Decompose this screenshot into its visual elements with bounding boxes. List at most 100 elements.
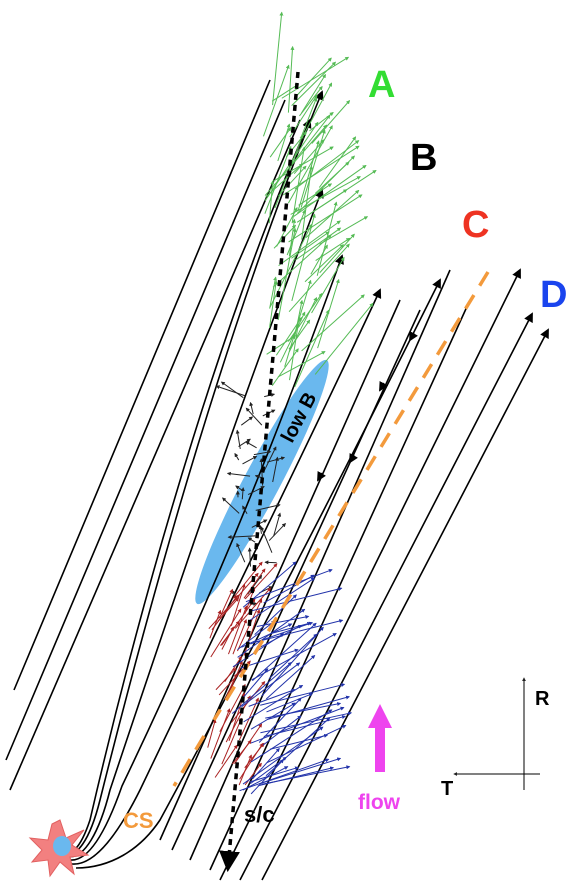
- field-vector: [269, 223, 313, 308]
- field-line: [239, 312, 533, 881]
- field-vector: [214, 744, 238, 778]
- field-vector: [264, 145, 292, 214]
- field-vector: [272, 11, 284, 106]
- field-vector: [245, 441, 257, 449]
- field-vector: [289, 322, 300, 381]
- field-vector: [276, 206, 298, 247]
- spacecraft-trajectory: [219, 71, 300, 873]
- field-vector: [291, 231, 330, 259]
- flow-label: flow: [358, 791, 401, 814]
- field-vector: [279, 311, 306, 363]
- field-vector: [278, 220, 341, 267]
- field-vector: [301, 97, 318, 137]
- field-vector: [266, 724, 347, 764]
- field-vector: [267, 695, 350, 721]
- field-vector: [270, 621, 312, 635]
- field-vector: [240, 487, 245, 500]
- field-vector: [261, 626, 324, 697]
- field-vector: [269, 127, 292, 158]
- region-label-b: B: [410, 137, 437, 179]
- field-vector: [260, 683, 346, 706]
- field-vector: [221, 717, 243, 765]
- field-vector: [253, 450, 272, 456]
- field-lines: [5, 79, 549, 881]
- field-vector: [278, 165, 307, 197]
- field-vector: [272, 234, 332, 288]
- field-vector: [215, 667, 237, 691]
- field-vector: [266, 692, 314, 713]
- field-vector: [288, 218, 297, 257]
- field-vector: [281, 56, 350, 99]
- field-vector: [301, 82, 333, 138]
- field-vector: [277, 351, 326, 378]
- field-vector: [234, 452, 240, 461]
- field-vector: [210, 708, 231, 759]
- field-vector: [318, 136, 357, 188]
- field-vector: [298, 183, 333, 206]
- draped-field-line: [65, 188, 324, 858]
- field-line: [159, 299, 401, 841]
- field-vector: [247, 547, 252, 567]
- field-vector: [232, 561, 263, 599]
- field-vector: [260, 711, 353, 734]
- field-vector: [266, 335, 297, 355]
- field-vector: [265, 717, 331, 777]
- field-vector: [299, 85, 323, 117]
- field-direction-arrow: [349, 452, 358, 464]
- field-vector: [232, 618, 247, 655]
- field-vector: [231, 661, 292, 714]
- field-vector: [287, 125, 333, 204]
- field-vector: [252, 622, 317, 682]
- field-vector: [220, 381, 244, 399]
- field-line: [209, 299, 471, 871]
- field-vector: [297, 140, 320, 211]
- field-vector: [314, 161, 350, 194]
- field-vector: [290, 176, 361, 215]
- field-vector: [294, 57, 332, 98]
- field-vector: [255, 503, 281, 511]
- field-vector: [217, 597, 239, 622]
- field-vector: [208, 594, 240, 630]
- field-direction-arrow: [379, 380, 388, 392]
- field-direction-arrow: [317, 470, 326, 482]
- field-vector: [245, 407, 263, 426]
- field-vector: [264, 560, 277, 565]
- field-vector: [294, 309, 330, 388]
- field-vector: [272, 456, 279, 483]
- field-vector: [309, 189, 348, 215]
- field-vector: [287, 292, 323, 342]
- field-vector: [240, 648, 299, 669]
- field-vector: [287, 45, 295, 113]
- field-vector: [227, 535, 256, 540]
- field-vector: [305, 189, 360, 239]
- field-vector: [207, 718, 217, 748]
- field-line: [171, 309, 421, 851]
- field-vector: [256, 615, 310, 627]
- field-vector: [248, 688, 296, 707]
- field-vector: [271, 83, 300, 102]
- axis-label-r: R: [535, 688, 550, 710]
- axis-cross-icon: [453, 677, 540, 790]
- field-vector: [238, 438, 251, 447]
- field-vector: [236, 542, 246, 563]
- field-vector: [311, 256, 345, 314]
- field-vector: [265, 654, 316, 700]
- field-vector: [230, 583, 246, 626]
- field-vector: [301, 294, 365, 352]
- field-vector: [226, 471, 251, 477]
- region-label-c: C: [462, 204, 489, 246]
- field-vector: [268, 633, 318, 680]
- field-vector: [277, 123, 291, 162]
- field-vector: [235, 485, 243, 491]
- field-vector: [268, 523, 286, 541]
- field-vector: [245, 568, 333, 603]
- field-vector: [284, 279, 312, 367]
- field-vector: [210, 608, 242, 658]
- draped-field-line: [69, 254, 344, 861]
- field-vector: [243, 568, 266, 599]
- draped-field-line: [63, 90, 324, 855]
- current-sheet-line-lower: [172, 735, 206, 787]
- field-vector: [265, 702, 342, 719]
- field-line: [5, 99, 286, 761]
- field-vector: [293, 139, 325, 175]
